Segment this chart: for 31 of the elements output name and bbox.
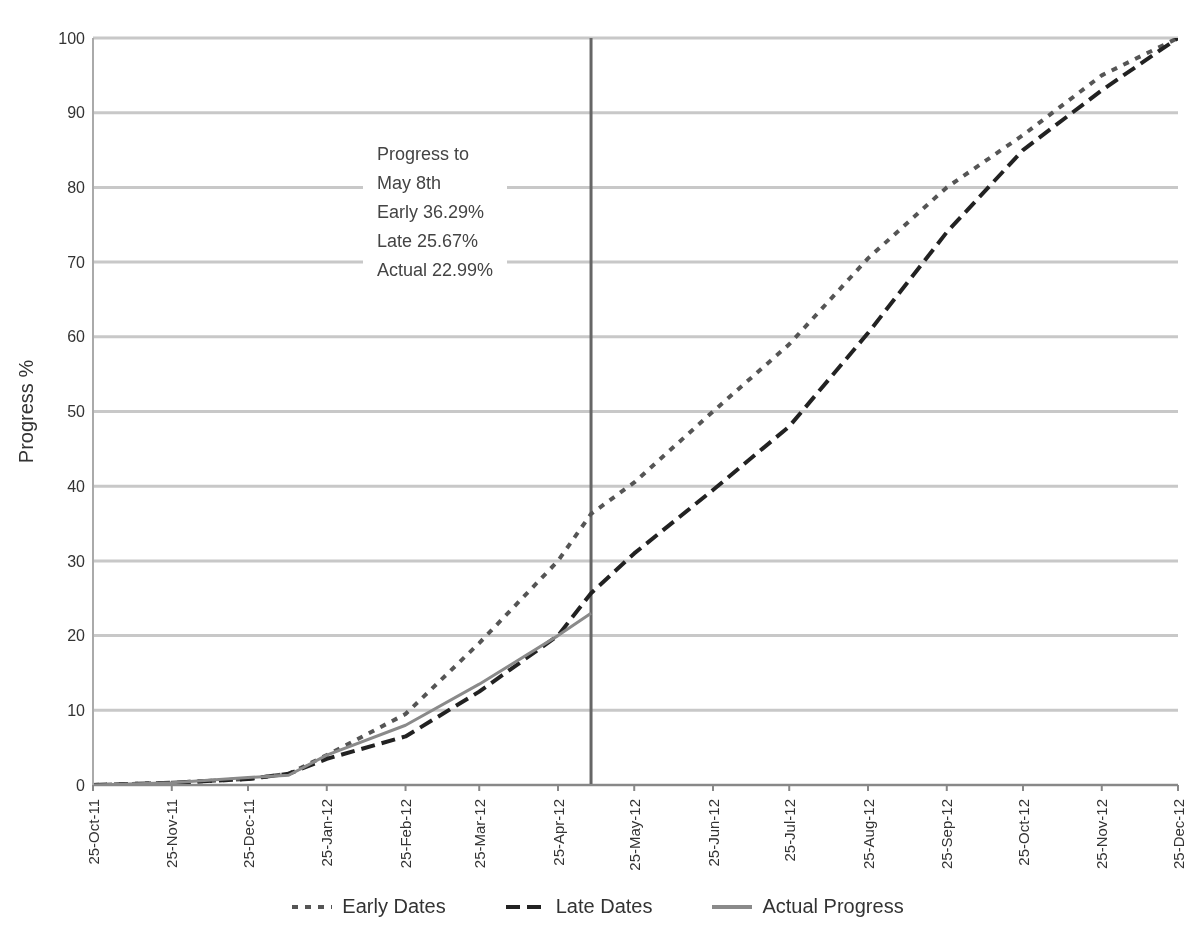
x-tick-label: 25-Oct-11 [84,799,102,865]
y-tick-label: 80 [67,179,86,197]
y-tick-label: 70 [67,253,86,271]
x-tick-label: 25-Nov-11 [163,799,181,868]
x-tick-label: 25-Dec-11 [239,799,257,868]
annotation: Progress to May 8th Early 36.29% Late 25.67% Actual 22.99% [363,136,508,289]
y-tick-label: 100 [58,29,86,47]
y-tick-label: 40 [67,477,86,495]
x-tick-label: 25-Jul-12 [780,799,798,862]
y-tick-label: 10 [67,701,86,719]
legend-label: Late Dates [555,895,653,918]
y-tick-label: 50 [67,403,86,421]
x-tick-label: 25-Jan-12 [318,799,336,867]
x-tick-label: 25-Nov-12 [1093,799,1111,870]
y-tick-label: 30 [67,552,86,570]
legend-label: Early Dates [342,895,446,918]
y-axis-title: Progress % [15,359,38,464]
legend-label: Actual Progress [762,895,904,918]
x-tick-label: 25-Sep-12 [938,799,956,870]
x-tick-label: 25-Jun-12 [704,799,722,867]
x-tick-label: 25-Mar-12 [470,799,488,869]
y-tick-label: 90 [67,104,86,122]
y-tick-label: 20 [67,627,86,645]
x-tick-label: 25-Aug-12 [859,799,877,870]
y-tick-label: 0 [76,776,86,794]
x-tick-label: 25-Feb-12 [397,799,415,869]
x-tick-label: 25-Dec-12 [1169,799,1187,870]
x-tick-label: 25-May-12 [625,799,643,871]
y-tick-label: 60 [67,328,86,346]
x-tick-label: 25-Apr-12 [549,799,567,866]
x-tick-label: 25-Oct-12 [1014,799,1032,866]
